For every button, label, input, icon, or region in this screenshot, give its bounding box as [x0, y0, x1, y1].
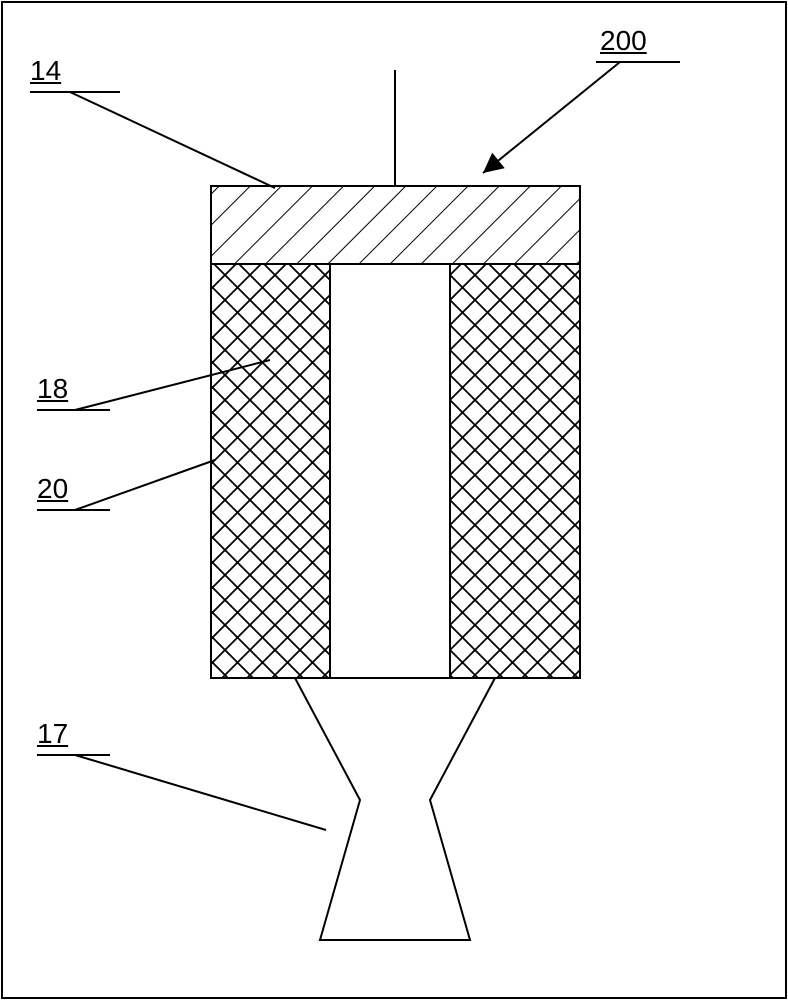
label-17: 17: [37, 718, 68, 750]
top-cap: [211, 186, 580, 264]
label-18: 18: [37, 373, 68, 405]
diagram-container: 14 200 18 20 17: [0, 0, 788, 1000]
leader-14: [70, 92, 275, 188]
nozzle: [295, 678, 495, 940]
leader-17: [75, 755, 326, 830]
label-200: 200: [600, 25, 647, 57]
leader-20: [75, 460, 215, 510]
label-14: 14: [30, 55, 61, 87]
right-wall: [450, 264, 580, 678]
leader-200: [483, 62, 620, 173]
diagram-svg: [0, 0, 788, 1000]
center-void: [330, 264, 450, 678]
label-20: 20: [37, 473, 68, 505]
left-wall: [211, 264, 330, 678]
